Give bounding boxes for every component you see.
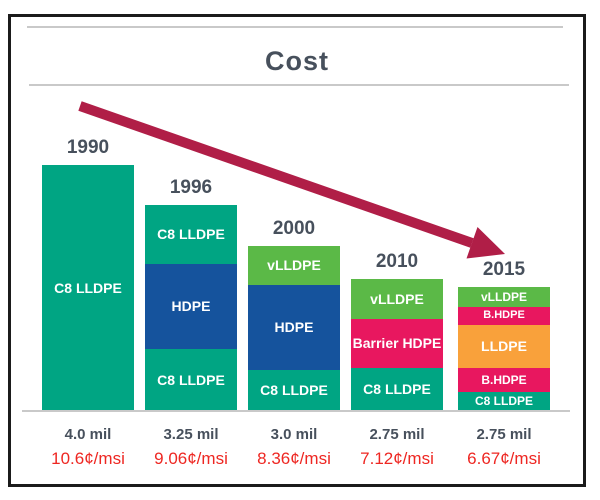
bar-segment: vLLDPE	[351, 279, 443, 319]
segment-label: vLLDPE	[370, 290, 424, 307]
bar-segment: C8 LLDPE	[351, 368, 443, 411]
segment-label: C8 LLDPE	[54, 279, 122, 296]
bar-2000: vLLDPE HDPE C8 LLDPE	[248, 246, 340, 411]
bar-segment: vLLDPE	[458, 287, 550, 307]
segment-label: HDPE	[171, 298, 211, 315]
thickness-label-2015: 2.75 mil	[476, 426, 532, 443]
segment-label: C8 LLDPE	[260, 382, 328, 399]
title-underline-rule	[29, 84, 569, 86]
bar-1990: C8 LLDPE	[42, 165, 134, 411]
bar-2010: vLLDPE Barrier HDPE C8 LLDPE	[351, 279, 443, 411]
bar-segment: HDPE	[145, 264, 237, 349]
cost-label-2015: 6.67¢/msi	[467, 449, 541, 468]
bar-segment: C8 LLDPE	[42, 165, 134, 411]
segment-label: C8 LLDPE	[363, 381, 431, 398]
thickness-label-1996: 3.25 mil	[163, 426, 219, 443]
top-rule	[27, 26, 563, 28]
bar-segment: HDPE	[248, 285, 340, 370]
segment-label: C8 LLDPE	[157, 371, 225, 388]
thickness-label-2000: 3.0 mil	[270, 426, 318, 443]
segment-label: vLLDPE	[267, 257, 321, 274]
year-label-2010: 2010	[375, 251, 419, 272]
cost-label-1990: 10.6¢/msi	[51, 449, 125, 468]
cost-label-2000: 8.36¢/msi	[257, 449, 331, 468]
bar-segment: LLDPE	[458, 325, 550, 368]
year-label-2000: 2000	[272, 218, 316, 239]
bar-segment: C8 LLDPE	[145, 349, 237, 411]
segment-label: C8 LLDPE	[157, 226, 225, 243]
chart-title: Cost	[265, 46, 329, 76]
segment-label: HDPE	[274, 319, 314, 336]
bar-1996: C8 LLDPE HDPE C8 LLDPE	[145, 205, 237, 411]
segment-label: B.HDPE	[481, 372, 527, 387]
bar-segment: C8 LLDPE	[248, 370, 340, 411]
cost-label-1996: 9.06¢/msi	[154, 449, 228, 468]
segment-label: Barrier HDPE	[352, 335, 442, 352]
year-label-2015: 2015	[482, 259, 526, 280]
bar-segment: C8 LLDPE	[145, 205, 237, 264]
bar-2015: vLLDPE B.HDPE LLDPE B.HDPE C8 LLDPE	[458, 287, 550, 411]
year-label-1990: 1990	[66, 137, 110, 158]
baseline-rule	[22, 410, 570, 412]
segment-label: LLDPE	[481, 338, 527, 355]
bar-segment: C8 LLDPE	[458, 392, 550, 411]
bar-segment: B.HDPE	[458, 368, 550, 392]
thickness-label-2010: 2.75 mil	[369, 426, 425, 443]
bar-segment: B.HDPE	[458, 307, 550, 325]
segment-label: B.HDPE	[483, 309, 525, 322]
bar-segment: vLLDPE	[248, 246, 340, 285]
cost-label-2010: 7.12¢/msi	[360, 449, 434, 468]
segment-label: C8 LLDPE	[474, 394, 533, 409]
year-label-1996: 1996	[169, 177, 213, 198]
thickness-label-1990: 4.0 mil	[64, 426, 112, 443]
bar-segment: Barrier HDPE	[351, 319, 443, 368]
segment-label: vLLDPE	[480, 289, 527, 304]
